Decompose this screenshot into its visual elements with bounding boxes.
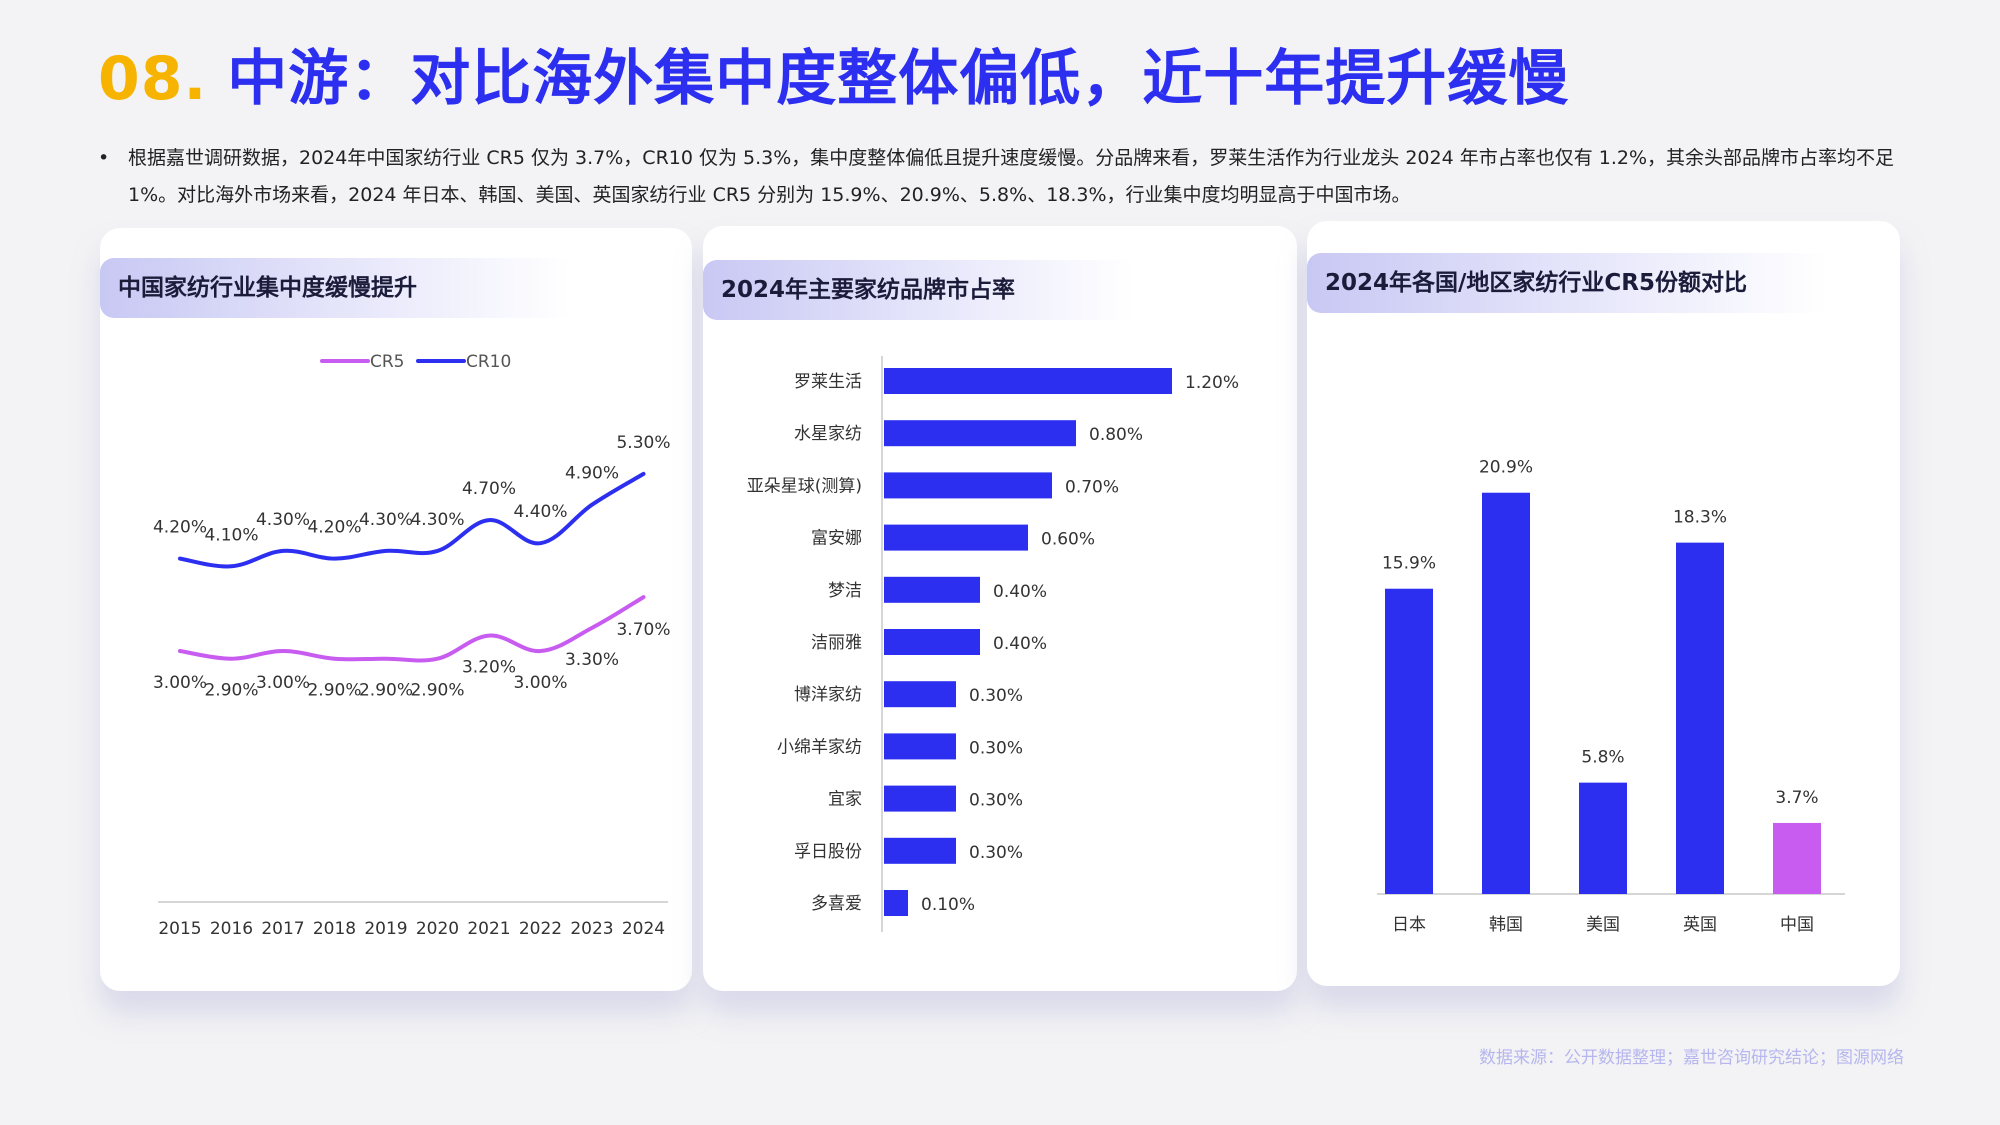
bar bbox=[884, 629, 980, 655]
category-label: 中国 bbox=[1780, 915, 1814, 935]
data-label: 0.10% bbox=[921, 895, 975, 915]
bar bbox=[884, 733, 956, 760]
data-label-cr10: 4.90% bbox=[565, 464, 619, 484]
category-label: 博洋家纺 bbox=[794, 685, 862, 705]
bar bbox=[884, 420, 1076, 447]
category-label: 韩国 bbox=[1489, 915, 1523, 935]
bar bbox=[1482, 492, 1530, 894]
bar bbox=[884, 681, 956, 708]
x-tick-label: 2017 bbox=[261, 919, 304, 939]
data-label-cr10: 4.30% bbox=[359, 510, 413, 530]
category-label: 梦洁 bbox=[828, 581, 862, 601]
x-tick-label: 2024 bbox=[622, 919, 665, 939]
category-label: 小绵羊家纺 bbox=[777, 737, 862, 757]
cr5-compare-card: 2024年各国/地区家纺行业CR5份额对比 15.9% 日本 20.9% 韩国 5.8%… bbox=[1307, 221, 1900, 986]
data-label-cr5: 2.90% bbox=[410, 681, 464, 701]
summary-text: 根据嘉世调研数据，2024年中国家纺行业 CR5 仅为 3.7%，CR10 仅为… bbox=[128, 147, 1895, 206]
x-tick-label: 2019 bbox=[364, 919, 407, 939]
category-label: 宜家 bbox=[828, 790, 862, 810]
line-chart: CR5 CR10 2015 2016 2017 2018 2019 2020 2021 2022 2… bbox=[153, 352, 671, 939]
category-label: 孚日股份 bbox=[794, 842, 862, 862]
category-label: 日本 bbox=[1392, 915, 1426, 935]
bar bbox=[884, 524, 1028, 551]
data-label-cr5: 3.30% bbox=[565, 650, 619, 670]
data-label-cr10: 4.20% bbox=[307, 518, 361, 538]
data-label: 15.9% bbox=[1382, 554, 1436, 574]
x-tick-label: 2020 bbox=[416, 919, 459, 939]
data-label-cr10: 4.10% bbox=[204, 525, 258, 545]
cr5-compare-chart: 15.9% 日本 20.9% 韩国 5.8% 美国 18.3% 英国 3.7% 中国 bbox=[1377, 458, 1845, 935]
x-tick-label: 2018 bbox=[313, 919, 356, 939]
bar bbox=[884, 890, 908, 916]
data-label: 0.30% bbox=[969, 738, 1023, 758]
data-label-cr5: 2.90% bbox=[359, 681, 413, 701]
brand-share-chart: 罗莱生活 1.20% 水星家纺 0.80% 亚朵星球(测算) 0.70% 富安娜 0.60% 梦… bbox=[747, 356, 1239, 932]
line-chart-card: 中国家纺行业集中度缓慢提升 CR5 CR10 2015 2016 2017 2018 201… bbox=[100, 228, 692, 991]
data-label-cr10: 4.70% bbox=[462, 479, 516, 499]
bar bbox=[1385, 588, 1433, 894]
x-tick-label: 2015 bbox=[158, 919, 201, 939]
bar bbox=[1579, 782, 1627, 894]
category-label: 洁丽雅 bbox=[811, 633, 862, 653]
bullet-icon: • bbox=[98, 147, 110, 169]
data-label: 20.9% bbox=[1479, 458, 1533, 478]
bar bbox=[884, 576, 980, 603]
brand-share-card: 2024年主要家纺品牌市占率 罗莱生活 1.20% 水星家纺 0.80% 亚朵星球(测算… bbox=[703, 226, 1297, 991]
data-label-cr5: 2.90% bbox=[204, 681, 258, 701]
data-label-cr10: 4.30% bbox=[410, 510, 464, 530]
data-label-cr10: 4.20% bbox=[153, 518, 207, 538]
category-label: 多喜爱 bbox=[811, 894, 862, 914]
x-tick-label: 2021 bbox=[467, 919, 510, 939]
data-label: 5.8% bbox=[1581, 748, 1624, 768]
data-source-note: 数据来源：公开数据整理；嘉世咨询研究结论；图源网络 bbox=[1479, 1048, 1904, 1068]
category-label: 英国 bbox=[1683, 915, 1717, 935]
x-tick-label: 2023 bbox=[570, 919, 613, 939]
bar bbox=[884, 837, 956, 864]
data-label: 0.70% bbox=[1065, 477, 1119, 497]
data-label: 1.20% bbox=[1185, 373, 1239, 393]
legend-label-cr5: CR5 bbox=[370, 352, 405, 372]
bar bbox=[884, 785, 956, 812]
data-label: 0.80% bbox=[1089, 425, 1143, 445]
category-label: 亚朵星球(测算) bbox=[747, 476, 862, 496]
data-label-cr10: 4.40% bbox=[513, 502, 567, 522]
data-label-cr5: 3.70% bbox=[616, 620, 670, 640]
data-label-cr5: 3.00% bbox=[513, 673, 567, 693]
bar bbox=[1773, 822, 1821, 894]
brand-share-title: 2024年主要家纺品牌市占率 bbox=[703, 260, 1133, 320]
data-label: 3.7% bbox=[1775, 788, 1818, 808]
title-text: 中游：对比海外集中度整体偏低，近十年提升缓慢 bbox=[227, 44, 1570, 114]
category-label: 美国 bbox=[1586, 915, 1620, 935]
x-tick-label: 2016 bbox=[210, 919, 253, 939]
category-label: 罗莱生活 bbox=[794, 372, 862, 392]
data-label-cr5: 3.00% bbox=[153, 673, 207, 693]
data-label-cr5: 2.90% bbox=[307, 681, 361, 701]
data-label-cr10: 4.30% bbox=[256, 510, 310, 530]
data-label: 0.60% bbox=[1041, 530, 1095, 550]
title-number: 08. bbox=[98, 44, 208, 114]
series-line-cr5 bbox=[178, 595, 646, 663]
data-label-cr10: 5.30% bbox=[616, 433, 670, 453]
legend-label-cr10: CR10 bbox=[466, 352, 511, 372]
data-label-cr5: 3.20% bbox=[462, 658, 516, 678]
line-chart-title: 中国家纺行业集中度缓慢提升 bbox=[100, 258, 570, 318]
data-label-cr5: 3.00% bbox=[256, 673, 310, 693]
bar bbox=[1676, 542, 1724, 894]
data-label: 0.30% bbox=[969, 843, 1023, 863]
data-label: 0.40% bbox=[993, 634, 1047, 654]
bar bbox=[884, 472, 1052, 499]
data-label: 0.30% bbox=[969, 791, 1023, 811]
data-label: 0.30% bbox=[969, 686, 1023, 706]
x-tick-label: 2022 bbox=[519, 919, 562, 939]
series-line-cr10 bbox=[178, 471, 646, 569]
data-label: 18.3% bbox=[1673, 508, 1727, 528]
data-label: 0.40% bbox=[993, 582, 1047, 602]
category-label: 水星家纺 bbox=[794, 424, 862, 444]
cr5-compare-title: 2024年各国/地区家纺行业CR5份额对比 bbox=[1307, 253, 1827, 313]
bar bbox=[884, 368, 1172, 394]
category-label: 富安娜 bbox=[811, 529, 862, 549]
page-title: 08. 中游：对比海外集中度整体偏低，近十年提升缓慢 bbox=[98, 30, 1569, 117]
summary-paragraph: • 根据嘉世调研数据，2024年中国家纺行业 CR5 仅为 3.7%，CR10 … bbox=[98, 140, 1908, 214]
